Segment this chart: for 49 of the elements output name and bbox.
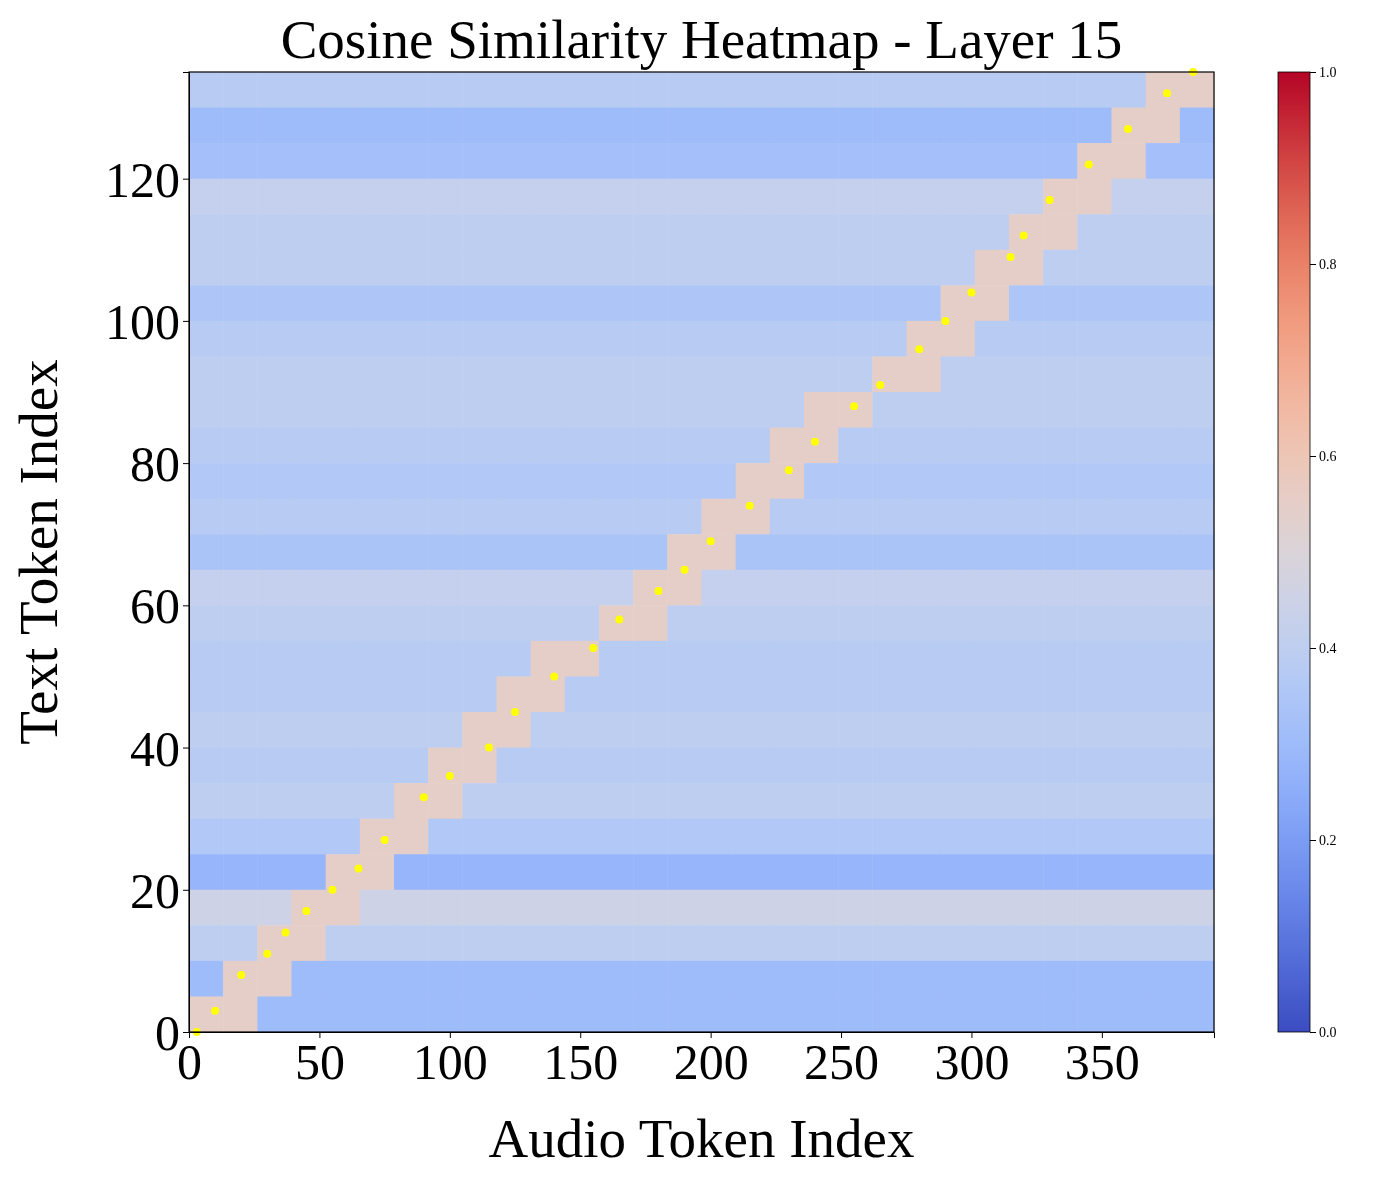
point (302, 907, 311, 916)
y-axis-title: Text Token Index (8, 359, 69, 745)
x-tick-label: 150 (543, 1033, 619, 1090)
point (967, 288, 976, 297)
color-bar-label: 0.2 (1319, 832, 1337, 848)
point (941, 316, 950, 325)
point (680, 565, 689, 574)
x-tick-label: 300 (934, 1033, 1010, 1090)
x-tick-label: 100 (412, 1033, 488, 1090)
chart-title: Cosine Similarity Heatmap - Layer 15 (280, 9, 1123, 70)
point (784, 466, 793, 475)
point (654, 587, 663, 596)
point (380, 836, 389, 844)
color-bar-label: 0.6 (1319, 448, 1337, 464)
y-tick-label: 120 (105, 151, 180, 208)
color-bar-label: 0.8 (1319, 256, 1337, 272)
y-tick-label: 20 (130, 862, 180, 919)
point (419, 793, 428, 802)
point (328, 885, 337, 894)
point (1084, 160, 1093, 169)
color-bar-label: 0.0 (1319, 1024, 1337, 1040)
x-axis-title: Audio Token Index (488, 1108, 915, 1169)
point (263, 949, 272, 958)
color-bar-label: 0.4 (1319, 640, 1337, 656)
point (1045, 196, 1054, 204)
point (915, 345, 924, 354)
x-tick-label: 200 (673, 1033, 749, 1090)
y-tick-label: 60 (130, 578, 180, 635)
point (589, 644, 598, 652)
point (810, 437, 819, 446)
x-tick-label: 350 (1064, 1033, 1140, 1090)
color-bar-label: 1.0 (1319, 64, 1337, 80)
point (354, 864, 363, 873)
point (211, 1006, 220, 1015)
point (445, 772, 454, 780)
point (281, 928, 290, 937)
y-tick-label: 40 (130, 720, 180, 777)
point (876, 380, 885, 389)
point (511, 708, 520, 716)
point (745, 501, 754, 510)
point (1006, 252, 1015, 261)
point (484, 743, 493, 752)
x-tick-label: 50 (294, 1033, 345, 1090)
point (550, 672, 559, 681)
x-tick-label: 250 (804, 1033, 880, 1090)
point (706, 537, 715, 546)
point (1163, 89, 1172, 98)
y-tick-label: 100 (105, 293, 180, 350)
y-tick-label: 80 (130, 436, 180, 493)
